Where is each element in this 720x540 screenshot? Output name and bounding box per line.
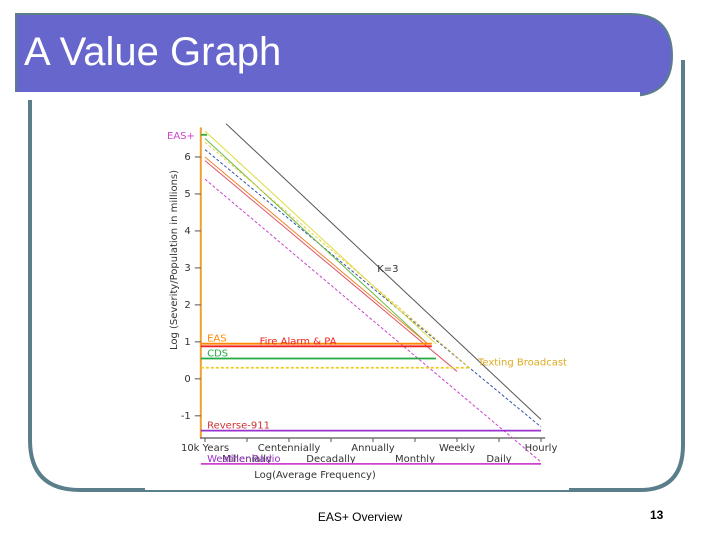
x-tick-label-2: Centennially [258, 443, 321, 454]
y-tick-label-4: 2 [184, 300, 190, 311]
x-axis-label: Log(Average Frequency) [254, 470, 376, 481]
x-tick-label-5: Monthly [395, 454, 435, 465]
series-line-4 [204, 141, 470, 369]
chart-background [145, 92, 569, 490]
series-line-2 [204, 138, 428, 345]
y-axis-label: Log (Severity/Population in millions) [169, 170, 180, 350]
series-line-0 [225, 123, 542, 420]
y-tick-label-2: 4 [184, 226, 190, 237]
x-tick-label-0: 10k Years [181, 443, 229, 454]
level-label-1: EAS [207, 334, 227, 345]
series-label-0: K=3 [377, 264, 398, 275]
x-tick-label-8: Hourly [525, 443, 558, 454]
level-label-4: Texting Broadcast [477, 358, 567, 369]
level-label-6: Weather Radio [207, 454, 280, 465]
y-tick-label-6: 0 [184, 374, 190, 385]
y-top-label: EAS+ [167, 131, 195, 142]
series-line-3 [204, 130, 437, 345]
content-panel-outline [28, 60, 685, 492]
x-tick-label-7: Daily [486, 454, 511, 465]
y-tick-label-1: 5 [184, 189, 190, 200]
y-tick-label-0: 6 [184, 152, 190, 163]
page-number: 13 [650, 508, 664, 522]
y-tick-label-7: -1 [181, 411, 191, 422]
level-label-2: Fire Alarm & PA [260, 336, 337, 347]
slide-title: A Value Graph [24, 30, 282, 74]
x-tick-label-1: Millenially [222, 454, 272, 465]
x-tick-label-3: Decadally [306, 454, 356, 465]
series-line-5 [204, 156, 428, 345]
footer-text: EAS+ Overview [317, 510, 403, 524]
title-banner [15, 13, 674, 97]
series-line-6 [204, 160, 458, 372]
x-tick-label-6: Weekly [439, 443, 475, 454]
series-line-7 [204, 178, 542, 463]
level-label-5: Reverse-911 [207, 421, 270, 432]
x-tick-label-4: Annually [351, 443, 395, 454]
y-tick-label-5: 1 [184, 337, 190, 348]
level-label-3: CDS [207, 349, 228, 360]
chart-marks: 6 5 4 3 2 1 0 -1 EAS+ 10k YearsMilleniallyCentenn… [167, 123, 567, 465]
y-tick-label-3: 3 [184, 263, 190, 274]
series-line-1 [204, 149, 542, 428]
value-graph-chart: 6 5 4 3 2 1 0 -1 EAS+ 10k YearsMilleniallyCentenn… [145, 92, 569, 490]
